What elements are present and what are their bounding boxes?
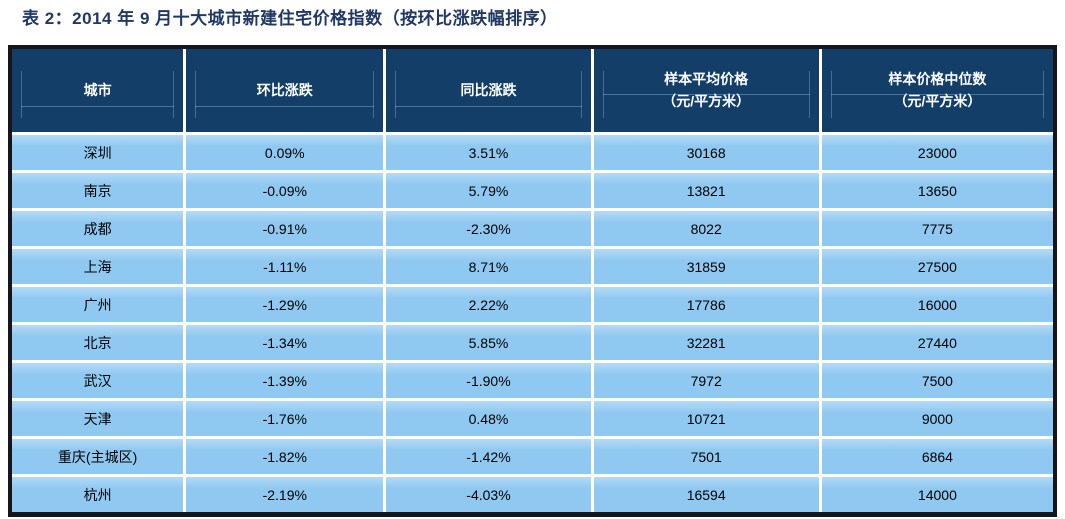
- median-price-cell: 27500: [821, 249, 1053, 284]
- city-cell: 重庆(主城区): [12, 439, 184, 474]
- mom-change-cell: -1.76%: [186, 401, 384, 436]
- city-cell: 天津: [12, 401, 184, 436]
- median-price-cell: 13650: [821, 173, 1053, 208]
- avg-price-cell: 16594: [593, 477, 819, 512]
- header-row: 城市 环比涨跌 同比涨跌 样本平均价格 （元/平方米） 样本价格中位数 （元/平…: [12, 49, 1053, 132]
- yoy-change-cell: -2.30%: [386, 211, 591, 246]
- mom-change-cell: -1.34%: [186, 325, 384, 360]
- column-header-label: 样本平均价格: [664, 70, 749, 87]
- avg-price-cell: 30168: [593, 135, 819, 170]
- city-cell: 广州: [12, 287, 184, 322]
- table-row: 北京 -1.34% 5.85% 32281 27440: [12, 325, 1053, 360]
- table-title: 表 2：2014 年 9 月十大城市新建住宅价格指数（按环比涨跌幅排序）: [22, 9, 558, 28]
- column-header-avg-price: 样本平均价格 （元/平方米）: [593, 49, 819, 132]
- median-price-cell: 27440: [821, 325, 1053, 360]
- avg-price-cell: 17786: [593, 287, 819, 322]
- column-header-unit: （元/平方米）: [893, 92, 982, 109]
- column-header-label: 环比涨跌: [256, 81, 313, 98]
- city-cell: 上海: [12, 249, 184, 284]
- table-row: 重庆(主城区) -1.82% -1.42% 7501 6864: [12, 439, 1053, 474]
- yoy-change-cell: 8.71%: [386, 249, 591, 284]
- column-header-city: 城市: [12, 49, 184, 132]
- city-cell: 武汉: [12, 363, 184, 398]
- city-cell: 北京: [12, 325, 184, 360]
- median-price-cell: 14000: [821, 477, 1053, 512]
- mom-change-cell: -1.11%: [186, 249, 384, 284]
- column-header-label: 城市: [83, 81, 112, 98]
- median-price-cell: 23000: [821, 135, 1053, 170]
- median-price-cell: 16000: [821, 287, 1053, 322]
- median-price-cell: 7775: [821, 211, 1053, 246]
- median-price-cell: 9000: [821, 401, 1053, 436]
- city-cell: 深圳: [12, 135, 184, 170]
- table-row: 南京 -0.09% 5.79% 13821 13650: [12, 173, 1053, 208]
- yoy-change-cell: -4.03%: [386, 477, 591, 512]
- mom-change-cell: -1.29%: [186, 287, 384, 322]
- avg-price-cell: 13821: [593, 173, 819, 208]
- mom-change-cell: -0.91%: [186, 211, 384, 246]
- table-row: 广州 -1.29% 2.22% 17786 16000: [12, 287, 1053, 322]
- column-header-label: 同比涨跌: [460, 81, 517, 98]
- avg-price-cell: 8022: [593, 211, 819, 246]
- table-row: 杭州 -2.19% -4.03% 16594 14000: [12, 477, 1053, 512]
- price-index-table: 城市 环比涨跌 同比涨跌 样本平均价格 （元/平方米） 样本价格中位数 （元/平…: [8, 45, 1057, 517]
- yoy-change-cell: -1.42%: [386, 439, 591, 474]
- median-price-cell: 6864: [821, 439, 1053, 474]
- city-cell: 杭州: [12, 477, 184, 512]
- table-row: 上海 -1.11% 8.71% 31859 27500: [12, 249, 1053, 284]
- mom-change-cell: -1.82%: [186, 439, 384, 474]
- yoy-change-cell: 0.48%: [386, 401, 591, 436]
- table-row: 深圳 0.09% 3.51% 30168 23000: [12, 135, 1053, 170]
- yoy-change-cell: -1.90%: [386, 363, 591, 398]
- city-cell: 成都: [12, 211, 184, 246]
- city-cell: 南京: [12, 173, 184, 208]
- yoy-change-cell: 2.22%: [386, 287, 591, 322]
- mom-change-cell: 0.09%: [186, 135, 384, 170]
- column-header-unit: （元/平方米）: [662, 92, 751, 109]
- table-row: 天津 -1.76% 0.48% 10721 9000: [12, 401, 1053, 436]
- yoy-change-cell: 5.79%: [386, 173, 591, 208]
- yoy-change-cell: 5.85%: [386, 325, 591, 360]
- column-header-mom-change: 环比涨跌: [186, 49, 384, 132]
- yoy-change-cell: 3.51%: [386, 135, 591, 170]
- table-row: 武汉 -1.39% -1.90% 7972 7500: [12, 363, 1053, 398]
- median-price-cell: 7500: [821, 363, 1053, 398]
- column-header-yoy-change: 同比涨跌: [386, 49, 591, 132]
- column-header-label: 样本价格中位数: [888, 70, 987, 87]
- avg-price-cell: 7501: [593, 439, 819, 474]
- table-row: 成都 -0.91% -2.30% 8022 7775: [12, 211, 1053, 246]
- avg-price-cell: 31859: [593, 249, 819, 284]
- avg-price-cell: 32281: [593, 325, 819, 360]
- avg-price-cell: 10721: [593, 401, 819, 436]
- mom-change-cell: -1.39%: [186, 363, 384, 398]
- avg-price-cell: 7972: [593, 363, 819, 398]
- mom-change-cell: -0.09%: [186, 173, 384, 208]
- mom-change-cell: -2.19%: [186, 477, 384, 512]
- column-header-median-price: 样本价格中位数 （元/平方米）: [821, 49, 1053, 132]
